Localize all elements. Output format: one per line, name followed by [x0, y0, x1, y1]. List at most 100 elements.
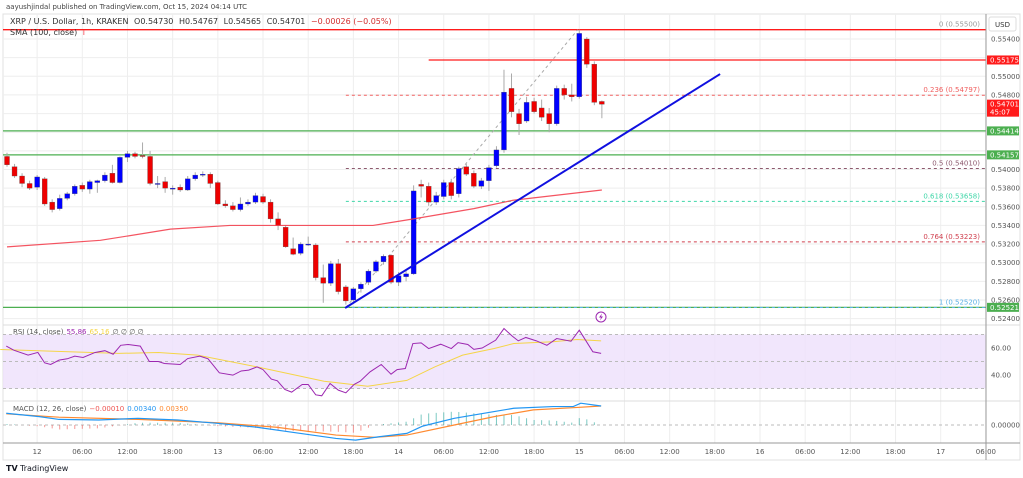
candle-body — [508, 88, 515, 112]
candle-body — [94, 180, 101, 183]
price-tick-label: 0.53600 — [991, 203, 1020, 211]
candle-body — [109, 173, 116, 183]
candle-body — [373, 261, 379, 272]
macd-legend-value: 0.00350 — [159, 405, 188, 413]
candle-body — [380, 256, 387, 262]
candle-body — [599, 101, 605, 105]
rsi-line — [6, 327, 602, 397]
candle-body — [456, 168, 462, 194]
candle-body — [471, 173, 477, 187]
price-badge-label: 0.55175 — [990, 56, 1019, 64]
candle-body — [282, 227, 289, 248]
publish-info: aayushjindal published on TradingView.co… — [6, 3, 247, 11]
time-tick-label: 06:00 — [614, 448, 634, 456]
svg-text:XRP / U.S. Dollar, 1h, KRAKEN: XRP / U.S. Dollar, 1h, KRAKEN O0.54730 H… — [10, 17, 392, 26]
price-badge — [987, 55, 1019, 65]
candle-body — [79, 185, 85, 190]
candle-body — [177, 187, 183, 191]
candle-body — [267, 201, 274, 220]
candle-body — [298, 243, 304, 254]
candle-body — [102, 174, 108, 181]
candle-body — [237, 203, 244, 210]
price-tick-label: 0.53400 — [991, 222, 1020, 230]
time-tick-label: 16 — [756, 448, 765, 456]
tradingview-logo[interactable]: TV TradingView — [6, 464, 69, 473]
time-axis[interactable]: 12 06:00 12:00 18:00 13 06:00 12:00 18:00 14 06:0… — [33, 448, 996, 456]
candle-body — [403, 273, 409, 277]
candle-body — [538, 107, 545, 118]
time-tick-label: 18:00 — [163, 448, 183, 456]
macd-legend-value: MACD (12, 26, close) — [13, 405, 87, 413]
svg-text:TradingView: TradingView — [19, 464, 69, 473]
tv-logo-icon: TV — [6, 464, 18, 473]
time-tick-label: 06:00 — [434, 448, 454, 456]
events-button[interactable] — [595, 311, 607, 323]
candle-body — [426, 186, 432, 203]
sma-label: SMA (100, close) — [10, 28, 77, 37]
candle-body — [569, 94, 575, 97]
fib-trend-line — [345, 29, 579, 308]
price-badge-label: 0.54701 — [990, 101, 1019, 109]
candle-body — [350, 288, 357, 301]
support-trendline — [344, 73, 721, 309]
candle-body — [313, 244, 319, 278]
candle-body — [275, 218, 281, 226]
candle-body — [26, 183, 33, 189]
candle-body — [388, 255, 394, 283]
rsi-tick-label: 40.00 — [991, 372, 1011, 380]
price-badge-label: 0.54414 — [990, 127, 1019, 135]
candle-body — [523, 102, 530, 122]
fibonacci-retracement[interactable]: 0 (0.55500) 0.236 (0.54797) 0.5 (0.54010) 0… — [345, 21, 986, 308]
candle-body — [486, 167, 492, 181]
candle-body — [584, 38, 590, 65]
candle-body — [192, 174, 198, 179]
candle-body — [170, 187, 176, 190]
price-badge — [987, 126, 1019, 136]
candle-body — [441, 182, 447, 197]
fib-level-label: 0.764 (0.53223) — [923, 233, 980, 241]
fib-level-label: 0.236 (0.54797) — [923, 86, 980, 94]
candle-body — [49, 201, 55, 210]
time-tick-label: 14 — [394, 448, 403, 456]
candle-body — [57, 198, 63, 209]
candle-body — [358, 283, 364, 289]
ohlc-close: C0.54701 — [267, 17, 306, 26]
candle-body — [139, 155, 146, 157]
candle-body — [433, 195, 439, 203]
price-tick-label: 0.53000 — [991, 259, 1020, 267]
ohlc-low: L0.54565 — [224, 17, 262, 26]
candle-body — [11, 166, 18, 177]
fib-level-label: 0.618 (0.53658) — [923, 192, 980, 200]
svg-text:USD[interactable]: USD — [995, 21, 1010, 29]
candle-body — [260, 196, 266, 203]
ohlc-open: O0.54730 — [134, 17, 173, 26]
usd-button[interactable]: USD — [988, 16, 1017, 32]
candle-body — [343, 286, 349, 302]
candle-body — [162, 181, 168, 189]
price-tick-label: 0.54000 — [991, 166, 1020, 174]
macd-tick-label: 0.00000 — [991, 422, 1020, 430]
candle-body — [42, 178, 48, 205]
candle-body — [222, 203, 229, 206]
price-tick-label: 0.54800 — [991, 91, 1020, 99]
candle-body — [463, 166, 469, 175]
price-badge — [987, 99, 1019, 117]
countdown-label: 45:07 — [990, 109, 1010, 117]
candle-body — [252, 195, 259, 203]
candle-body — [328, 263, 334, 284]
macd-line — [6, 402, 602, 441]
price-tick-label: 0.53800 — [991, 185, 1020, 193]
price-badge-label: 0.54157 — [990, 151, 1019, 159]
candle-body — [501, 91, 507, 151]
rsi-legend-value: ∅ ∅ ∅ ∅ — [113, 328, 144, 336]
price-axis[interactable]: 0.55400 0.55000 0.54800 0.54000 0.53800 0.536… — [987, 36, 1020, 324]
time-tick-label: 06:00 — [795, 448, 815, 456]
price-tick-label: 0.52400 — [991, 315, 1020, 323]
chart-frame — [2, 13, 1021, 461]
candle-body — [576, 33, 582, 97]
time-tick-label: 06:00 — [72, 448, 92, 456]
overlays[interactable] — [6, 73, 721, 309]
rsi-legend-value: 55.86 — [66, 328, 87, 336]
